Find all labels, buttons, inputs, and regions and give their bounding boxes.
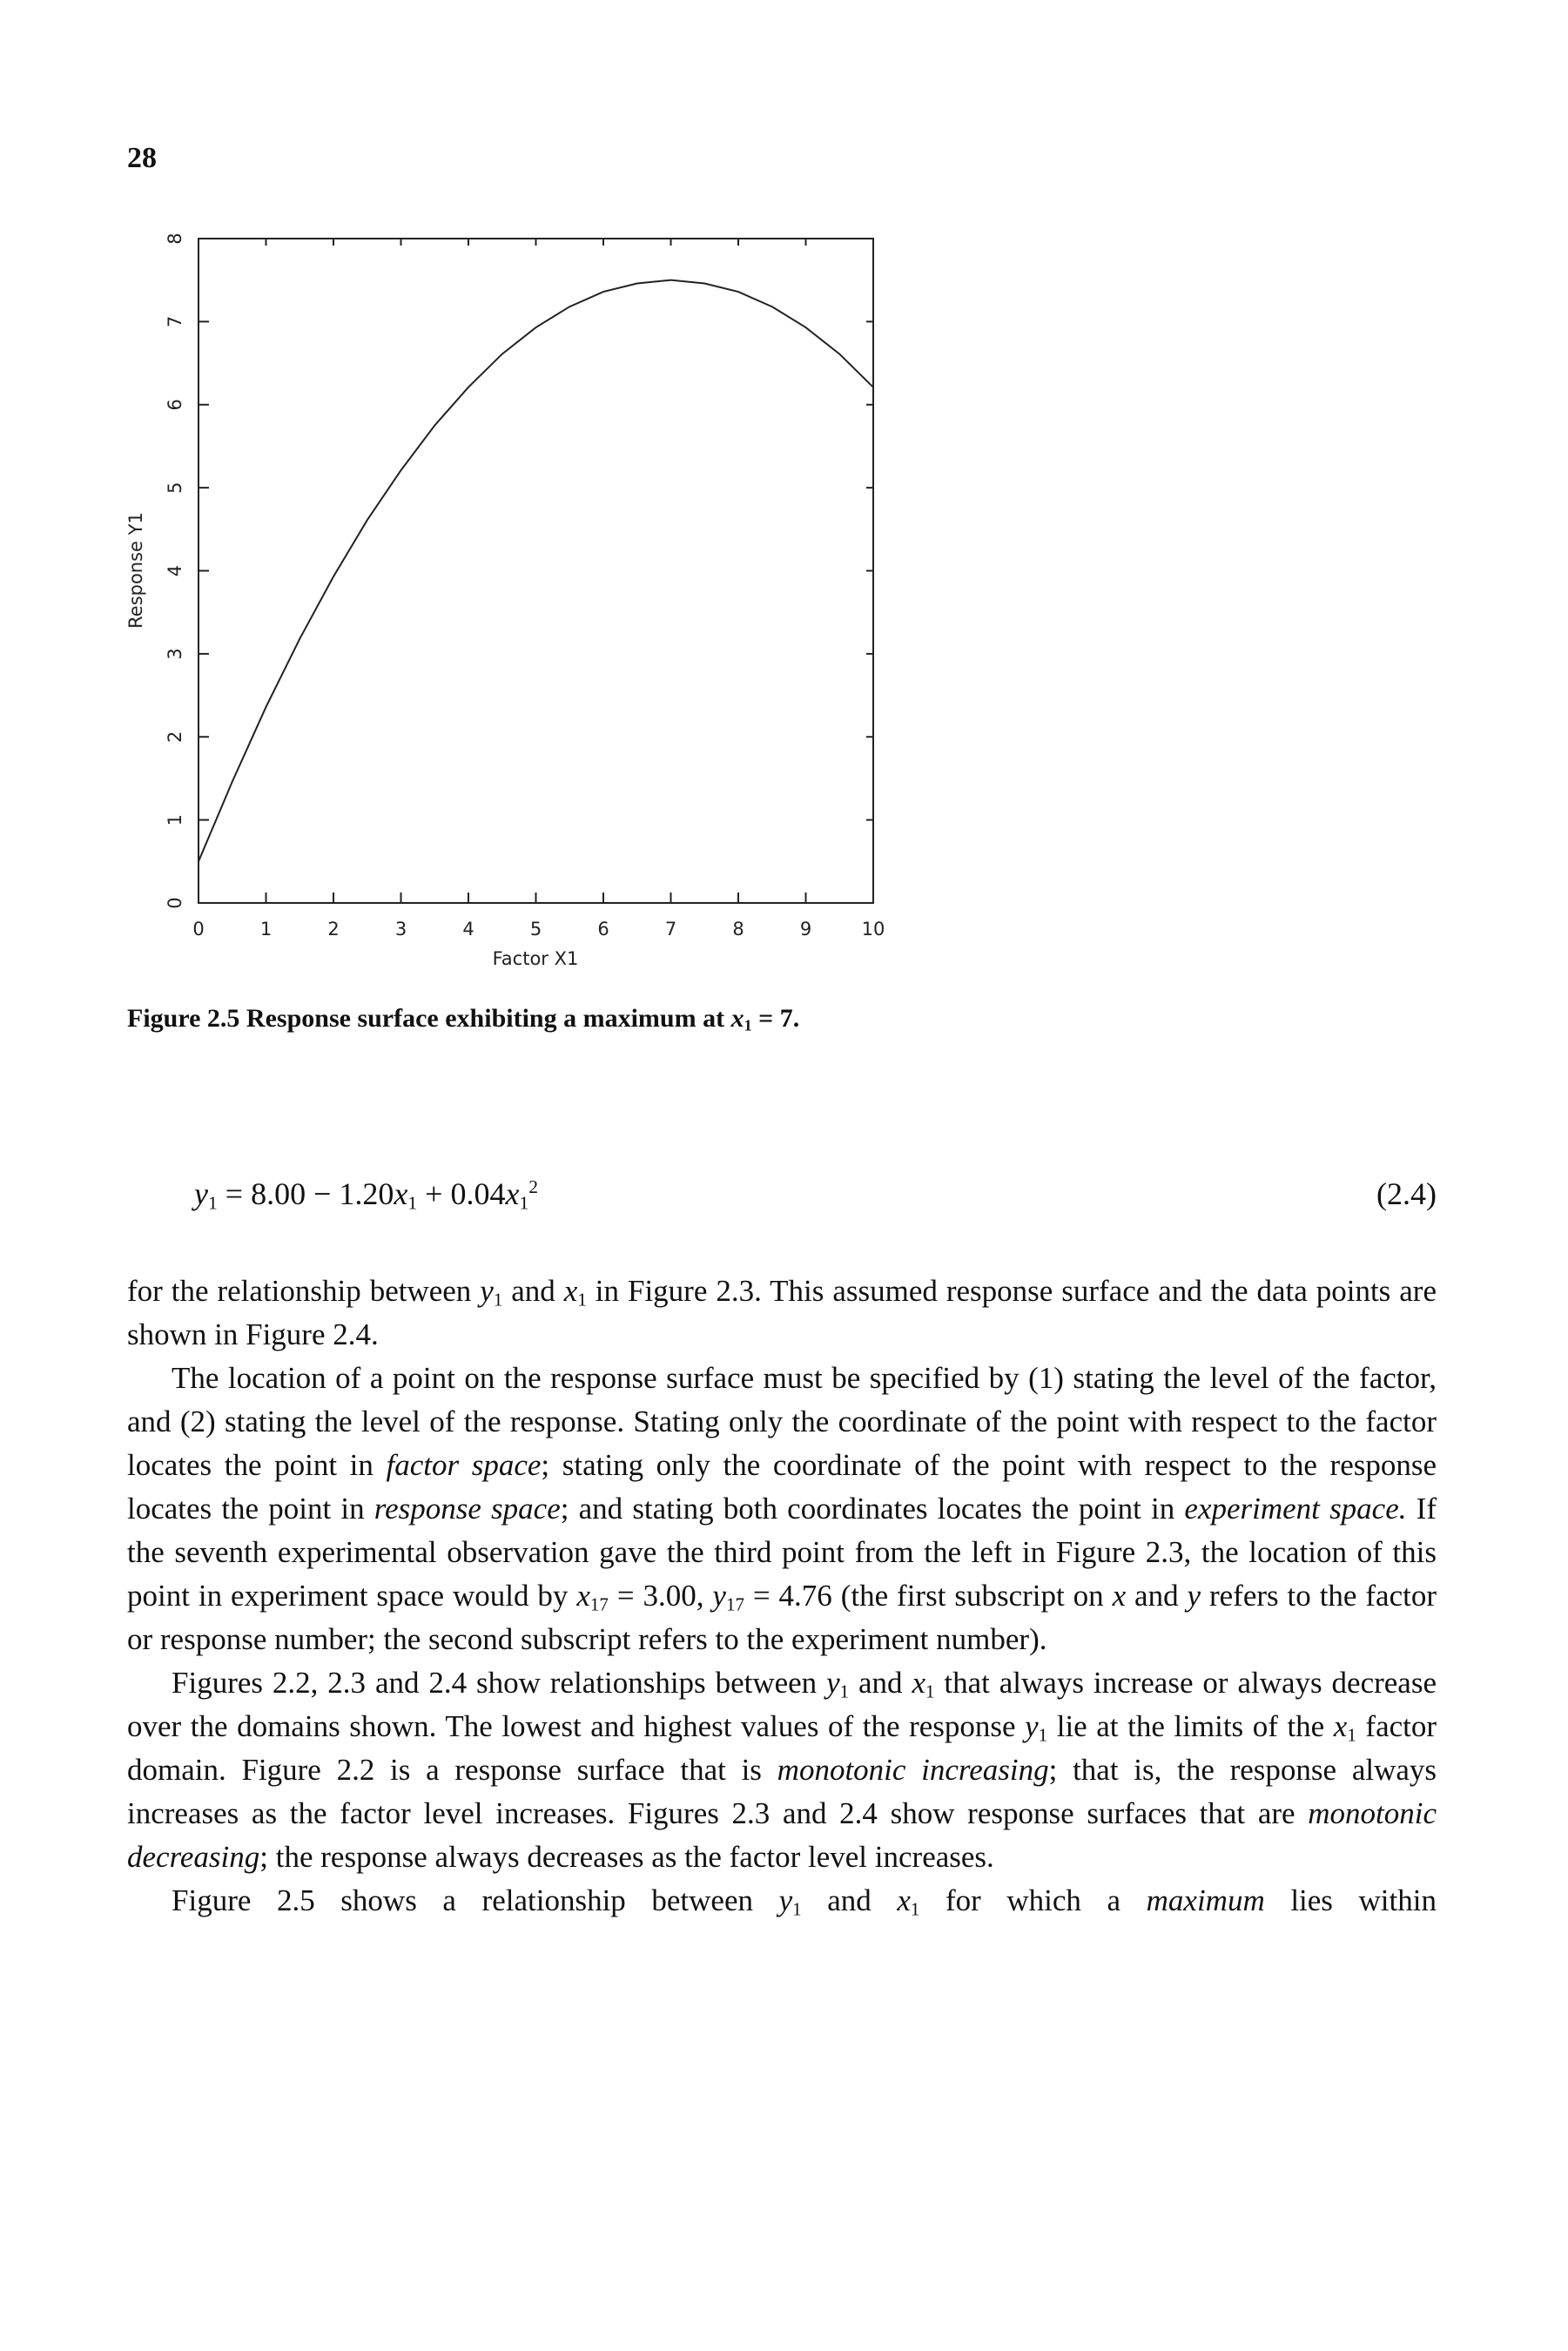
x-tick-label: 1: [260, 919, 272, 940]
text-run: x: [912, 1666, 925, 1700]
text-run: 1: [407, 1192, 418, 1214]
text-run: x: [505, 1176, 520, 1211]
y-tick-label: 1: [165, 814, 185, 825]
text-run: Figures 2.2, 2.3 and 2.4 show relationsh…: [172, 1666, 827, 1700]
text-run: 1: [1038, 1724, 1048, 1746]
text-run: and: [849, 1666, 912, 1700]
figure-caption: Figure 2.5 Response surface exhibiting a…: [127, 1004, 799, 1034]
x-tick-label: 3: [395, 919, 407, 940]
text-run: and: [801, 1883, 898, 1917]
text-run: If the seventh experimental observation …: [127, 1492, 1437, 1613]
y-tick-label: 6: [165, 399, 185, 410]
text-run: ; the response always decreases as the f…: [259, 1840, 994, 1874]
text-run: = 4.76 (the first subscript on: [744, 1579, 1113, 1613]
text-run: x: [563, 1274, 578, 1308]
x-tick-label: 9: [800, 919, 811, 940]
y-axis-label: Response Y1: [125, 512, 146, 629]
text-run: ; stating only the coordinate of the poi…: [127, 1448, 1437, 1526]
text-run: 17: [725, 1593, 744, 1615]
text-run: response space: [373, 1492, 561, 1526]
x-tick-label: 7: [665, 919, 676, 940]
text-run: y: [712, 1579, 726, 1613]
text-run: ; and stating both coordinates locates t…: [560, 1492, 1185, 1526]
text-run: 1: [744, 1016, 752, 1034]
text-run: x: [394, 1176, 408, 1211]
text-run: y: [826, 1666, 840, 1700]
text-run: that always increase or always decrease …: [127, 1666, 1437, 1743]
text-run: 1: [910, 1898, 920, 1920]
paragraph: Figures 2.2, 2.3 and 2.4 show relationsh…: [127, 1661, 1437, 1879]
text-run: 2: [528, 1176, 539, 1198]
x-tick-label: 2: [327, 919, 339, 940]
text-run: 1: [207, 1192, 218, 1214]
text-run: = 8.00 − 1.20: [217, 1176, 394, 1211]
body-text: for the relationship between y1 and x1 i…: [127, 1270, 1437, 1923]
equation: y1 = 8.00 − 1.20x1 + 0.04x12 (2.4): [194, 1176, 1437, 1212]
paragraph: The location of a point on the response …: [127, 1357, 1437, 1661]
x-tick-label: 0: [192, 919, 204, 940]
text-run: monotonic increasing: [777, 1753, 1049, 1787]
text-run: y: [1025, 1709, 1039, 1743]
text-run: experiment space.: [1184, 1492, 1407, 1526]
text-run: 1: [792, 1898, 802, 1920]
text-run: lies within: [1264, 1883, 1437, 1917]
text-run: + 0.04: [417, 1176, 506, 1211]
y-tick-label: 8: [165, 232, 185, 244]
y-tick-label: 2: [165, 731, 185, 743]
y-tick-label: 7: [165, 316, 185, 327]
text-run: = 3.00,: [608, 1579, 713, 1613]
text-run: for the relationship between: [127, 1274, 481, 1308]
text-run: Figure 2.5 Response surface exhibiting a…: [127, 1004, 731, 1033]
x-tick-label: 6: [597, 919, 609, 940]
text-run: 1: [925, 1681, 935, 1702]
text-run: 1: [493, 1289, 503, 1310]
x-tick-label: 10: [862, 919, 885, 940]
x-tick-label: 5: [530, 919, 542, 940]
text-run: refers to the factor or response number;…: [127, 1579, 1437, 1656]
text-run: x: [1333, 1709, 1348, 1743]
text-run: x: [1112, 1579, 1127, 1613]
response-curve: [198, 279, 874, 862]
text-run: for which a: [919, 1883, 1147, 1917]
text-run: lie at the limits of the: [1047, 1709, 1334, 1743]
y-tick-label: 5: [165, 482, 185, 493]
text-run: y: [1187, 1579, 1201, 1613]
text-run: y: [778, 1883, 793, 1917]
plot-frame: [198, 238, 874, 904]
text-run: monotonic decreasing: [127, 1796, 1437, 1874]
equation-number: (2.4): [1376, 1176, 1437, 1211]
text-run: x: [897, 1883, 911, 1917]
paragraph: Figure 2.5 shows a relationship between …: [127, 1879, 1437, 1923]
x-axis-label: Factor X1: [493, 948, 579, 969]
text-run: maximum: [1146, 1883, 1265, 1917]
chart: Factor X1 Response Y1 0 1 2 3 4 5 6 7 8 9 10 0 1 2 3 4 5…: [125, 232, 885, 969]
text-run: y: [480, 1274, 494, 1308]
text-run: y: [194, 1176, 208, 1211]
page-number: 28: [127, 142, 157, 174]
text-run: in Figure 2.3. This assumed response sur…: [127, 1274, 1437, 1351]
x-tick-label: 8: [732, 919, 744, 940]
text-run: 17: [589, 1593, 609, 1615]
text-run: = 7.: [751, 1004, 800, 1033]
text-run: factor domain. Figure 2.2 is a response …: [127, 1709, 1437, 1787]
equation-body: y1 = 8.00 − 1.20x1 + 0.04x12: [194, 1176, 539, 1214]
text-run: Figure 2.5 shows a relationship between: [172, 1883, 779, 1917]
text-run: and: [502, 1274, 564, 1308]
y-tick-label: 4: [165, 565, 185, 576]
paragraph: for the relationship between y1 and x1 i…: [127, 1270, 1437, 1357]
text-run: ; that is, the response always increases…: [127, 1753, 1437, 1830]
text-run: x: [730, 1004, 744, 1033]
text-run: The location of a point on the response …: [127, 1361, 1437, 1482]
y-tick-label: 3: [165, 648, 185, 659]
y-tick-label: 0: [165, 897, 185, 908]
text-run: factor space: [386, 1448, 542, 1482]
text-run: 1: [577, 1289, 587, 1310]
text-run: 1: [839, 1681, 850, 1702]
text-run: 1: [1347, 1724, 1356, 1746]
text-run: and: [1126, 1579, 1188, 1613]
text-run: x: [576, 1579, 590, 1613]
text-run: 1: [519, 1192, 529, 1214]
x-tick-label: 4: [462, 919, 474, 940]
